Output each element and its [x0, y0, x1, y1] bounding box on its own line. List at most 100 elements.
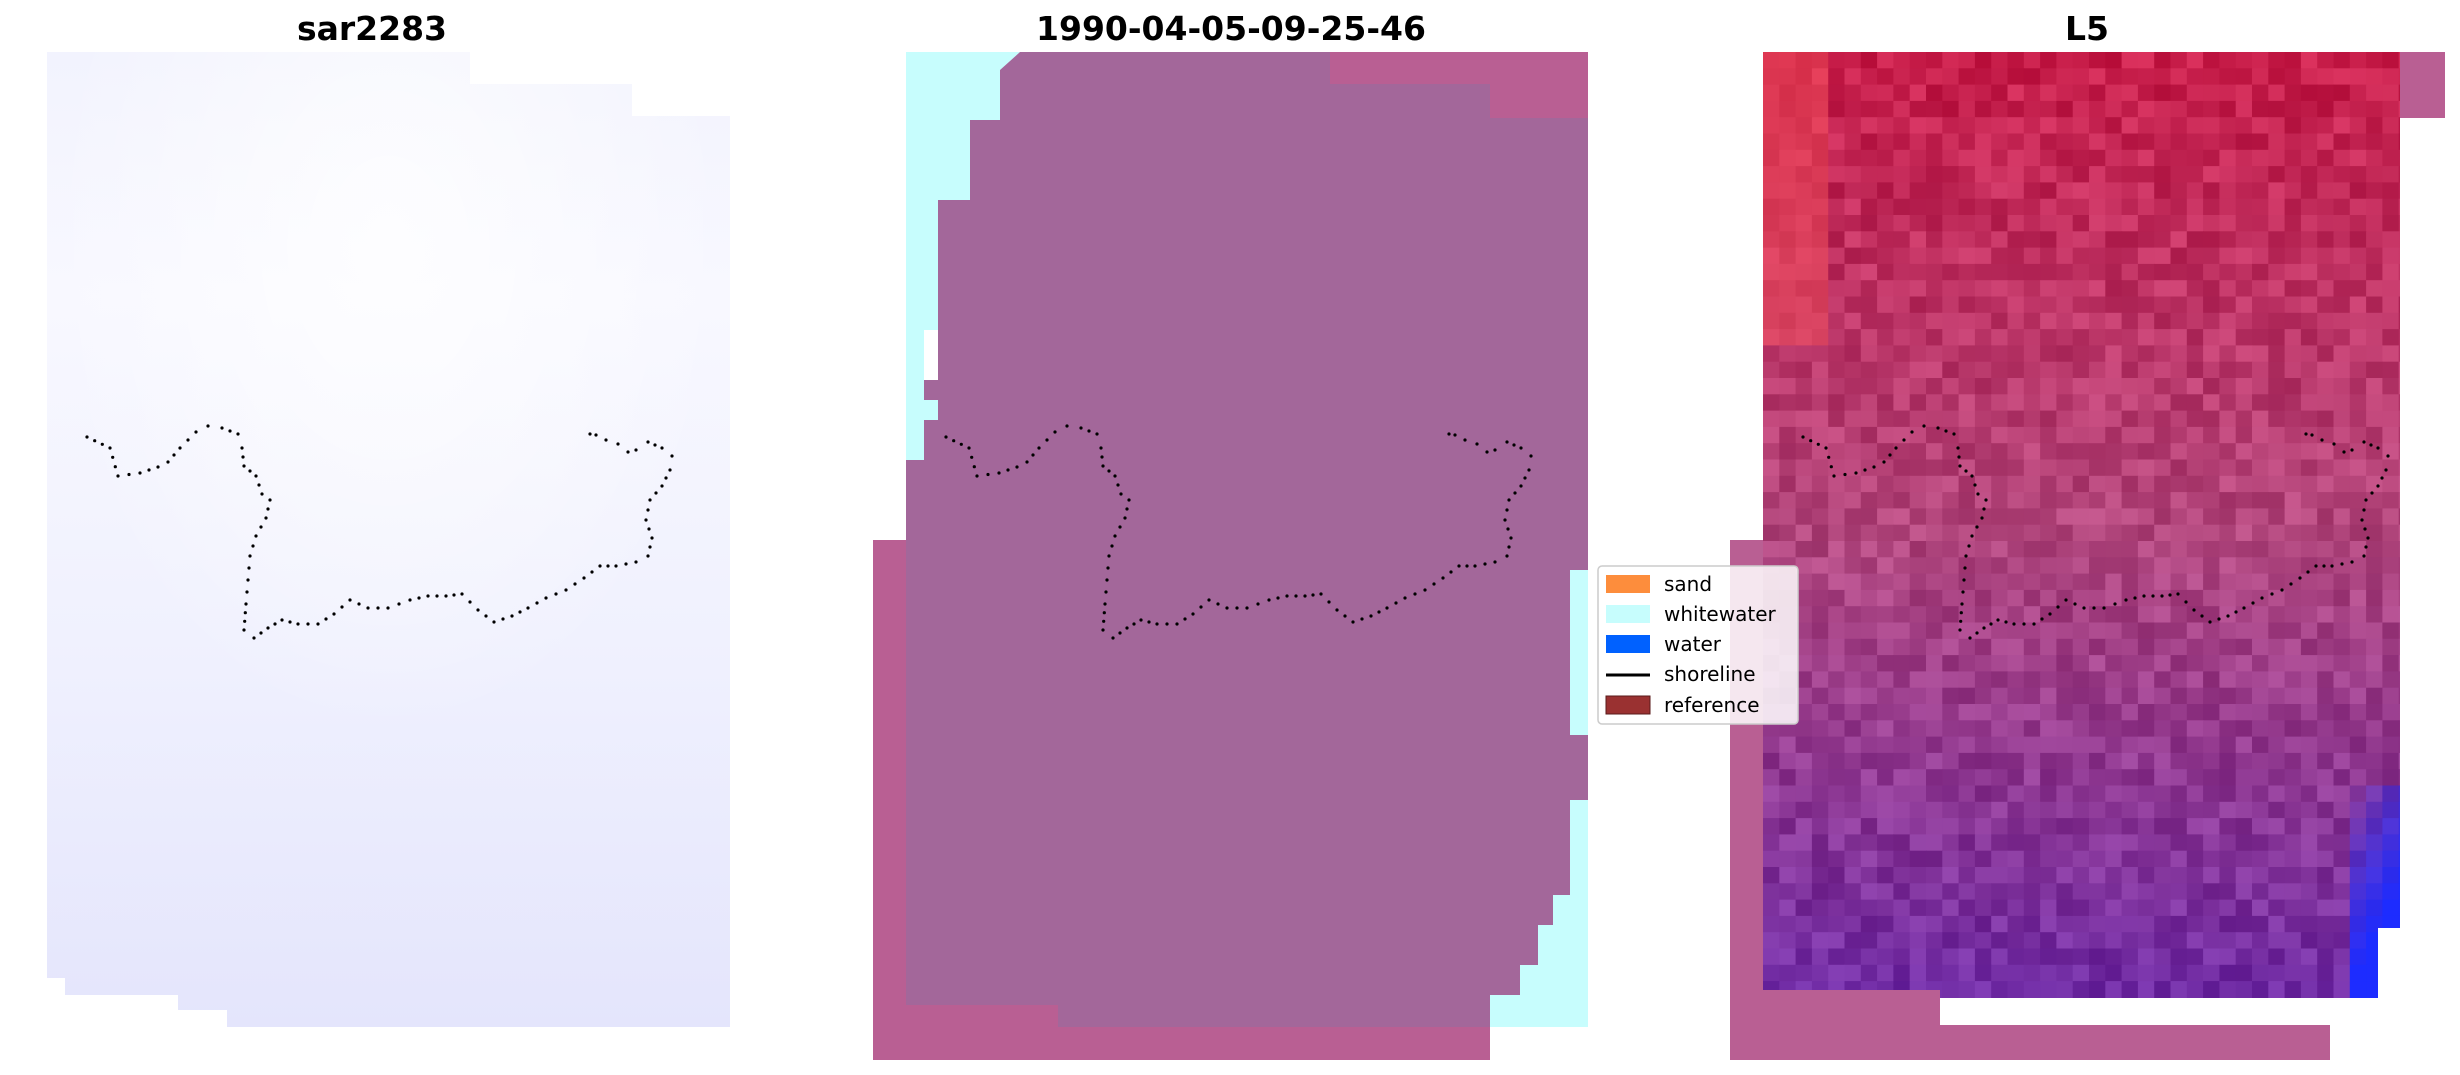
- shoreline-dot: [268, 498, 272, 502]
- shoreline-dot: [264, 516, 268, 520]
- shoreline-dot: [518, 610, 522, 614]
- legend-swatch: [1606, 575, 1650, 593]
- shoreline-dot: [2092, 606, 2096, 610]
- shoreline-dot: [1961, 590, 1965, 594]
- shoreline-dot: [108, 446, 112, 450]
- shoreline-dot: [1529, 454, 1533, 458]
- shoreline-dot: [1015, 465, 1019, 469]
- shoreline-dot: [1119, 492, 1123, 496]
- shoreline-dot: [397, 602, 401, 606]
- shoreline-dot: [535, 601, 539, 605]
- shoreline-dot: [1423, 588, 1427, 592]
- shoreline-dot: [2217, 617, 2221, 621]
- shoreline-dot: [2384, 468, 2388, 472]
- panel-title: sar2283: [297, 9, 447, 48]
- shoreline-dot: [220, 426, 224, 430]
- shoreline-dot: [259, 631, 263, 635]
- shoreline-dots: [85, 424, 674, 640]
- shoreline-dot: [376, 606, 380, 610]
- legend-label: sand: [1664, 572, 1712, 596]
- legend-item-water: water: [1606, 632, 1722, 656]
- shoreline-dot: [1147, 620, 1151, 624]
- shoreline-dot: [172, 453, 176, 457]
- shoreline-dot: [2322, 564, 2326, 568]
- shoreline-dot: [582, 576, 586, 580]
- shoreline-dot: [2242, 606, 2246, 610]
- shoreline-dot: [1975, 631, 1979, 635]
- shoreline-dot: [252, 636, 256, 640]
- shoreline-dot: [248, 554, 252, 558]
- shoreline-dot: [460, 592, 464, 596]
- shoreline-dot: [1505, 508, 1509, 512]
- shoreline-dot: [590, 570, 594, 574]
- shoreline-dot: [1413, 592, 1417, 596]
- shoreline-dot: [544, 596, 548, 600]
- shoreline-dot: [348, 598, 352, 602]
- shoreline-dot: [2306, 570, 2310, 574]
- shoreline-dot: [1967, 544, 1971, 548]
- shoreline-dot: [288, 620, 292, 624]
- shoreline-dot: [653, 443, 657, 447]
- shoreline-dot: [2364, 498, 2368, 502]
- shoreline-dot: [1801, 435, 1805, 439]
- shoreline-dot: [1989, 622, 1993, 626]
- shoreline-dot: [1327, 600, 1331, 604]
- shoreline-dot: [244, 602, 248, 606]
- shoreline-dot: [206, 424, 210, 428]
- shoreline-dot: [178, 446, 182, 450]
- shoreline-dot: [2032, 622, 2036, 626]
- legend-swatch: [1606, 605, 1650, 623]
- shoreline-dot: [986, 472, 990, 477]
- shoreline-dot: [1964, 469, 1968, 473]
- shoreline-dot: [2251, 601, 2255, 605]
- shoreline-dot: [1910, 430, 1914, 434]
- shoreline-dot: [2364, 545, 2368, 549]
- shoreline-dot: [967, 446, 971, 450]
- legend-item-reference: reference: [1605, 693, 1760, 717]
- shoreline-dot: [1113, 534, 1117, 538]
- shoreline-dots: [1801, 424, 2390, 640]
- legend-item-shoreline: shoreline: [1606, 662, 1756, 686]
- shoreline-dot: [1483, 562, 1487, 566]
- shoreline-dot: [1294, 594, 1298, 598]
- shoreline-dot: [1207, 598, 1211, 602]
- shoreline-dot: [166, 460, 170, 464]
- shoreline-dot: [2350, 448, 2354, 452]
- shoreline-dot: [435, 594, 439, 598]
- shoreline-dot: [648, 545, 652, 549]
- shoreline-dot: [2270, 592, 2274, 596]
- shoreline-dot: [2360, 518, 2364, 522]
- shoreline-dot: [2320, 438, 2324, 442]
- shoreline-dot: [2012, 622, 2016, 626]
- shoreline-dot: [1843, 472, 1847, 477]
- shoreline-dot: [1959, 611, 1963, 615]
- shoreline-dot: [1507, 545, 1511, 549]
- shoreline-dot: [660, 484, 664, 488]
- shoreline-dot: [1079, 426, 1083, 430]
- shoreline-dot: [260, 492, 264, 496]
- shoreline-dot: [2332, 442, 2336, 446]
- shoreline-dot: [1449, 570, 1453, 574]
- shoreline-dot: [1982, 507, 1986, 511]
- shoreline-dot: [1053, 430, 1057, 434]
- shoreline-dot: [1505, 554, 1509, 558]
- shoreline-dot: [1894, 446, 1898, 450]
- whitewater-region: [1490, 800, 1588, 1027]
- shoreline-dot: [2176, 592, 2180, 596]
- legend-swatch: [1606, 635, 1650, 653]
- shoreline-dot: [1832, 474, 1836, 478]
- shoreline-dot: [970, 455, 974, 459]
- shoreline-dot: [332, 612, 336, 616]
- shoreline-dot: [2363, 527, 2367, 531]
- shoreline-dot: [127, 472, 131, 477]
- reference-region: [873, 540, 1490, 1060]
- shoreline-dot: [1110, 544, 1114, 548]
- shoreline-dot: [1037, 446, 1041, 450]
- shoreline-dot: [1957, 455, 1961, 459]
- shoreline-dot: [1432, 582, 1436, 586]
- legend-item-sand: sand: [1606, 572, 1712, 596]
- shoreline-dot: [426, 594, 430, 598]
- shoreline-dot: [1199, 605, 1203, 609]
- classified-image: [873, 52, 1588, 1060]
